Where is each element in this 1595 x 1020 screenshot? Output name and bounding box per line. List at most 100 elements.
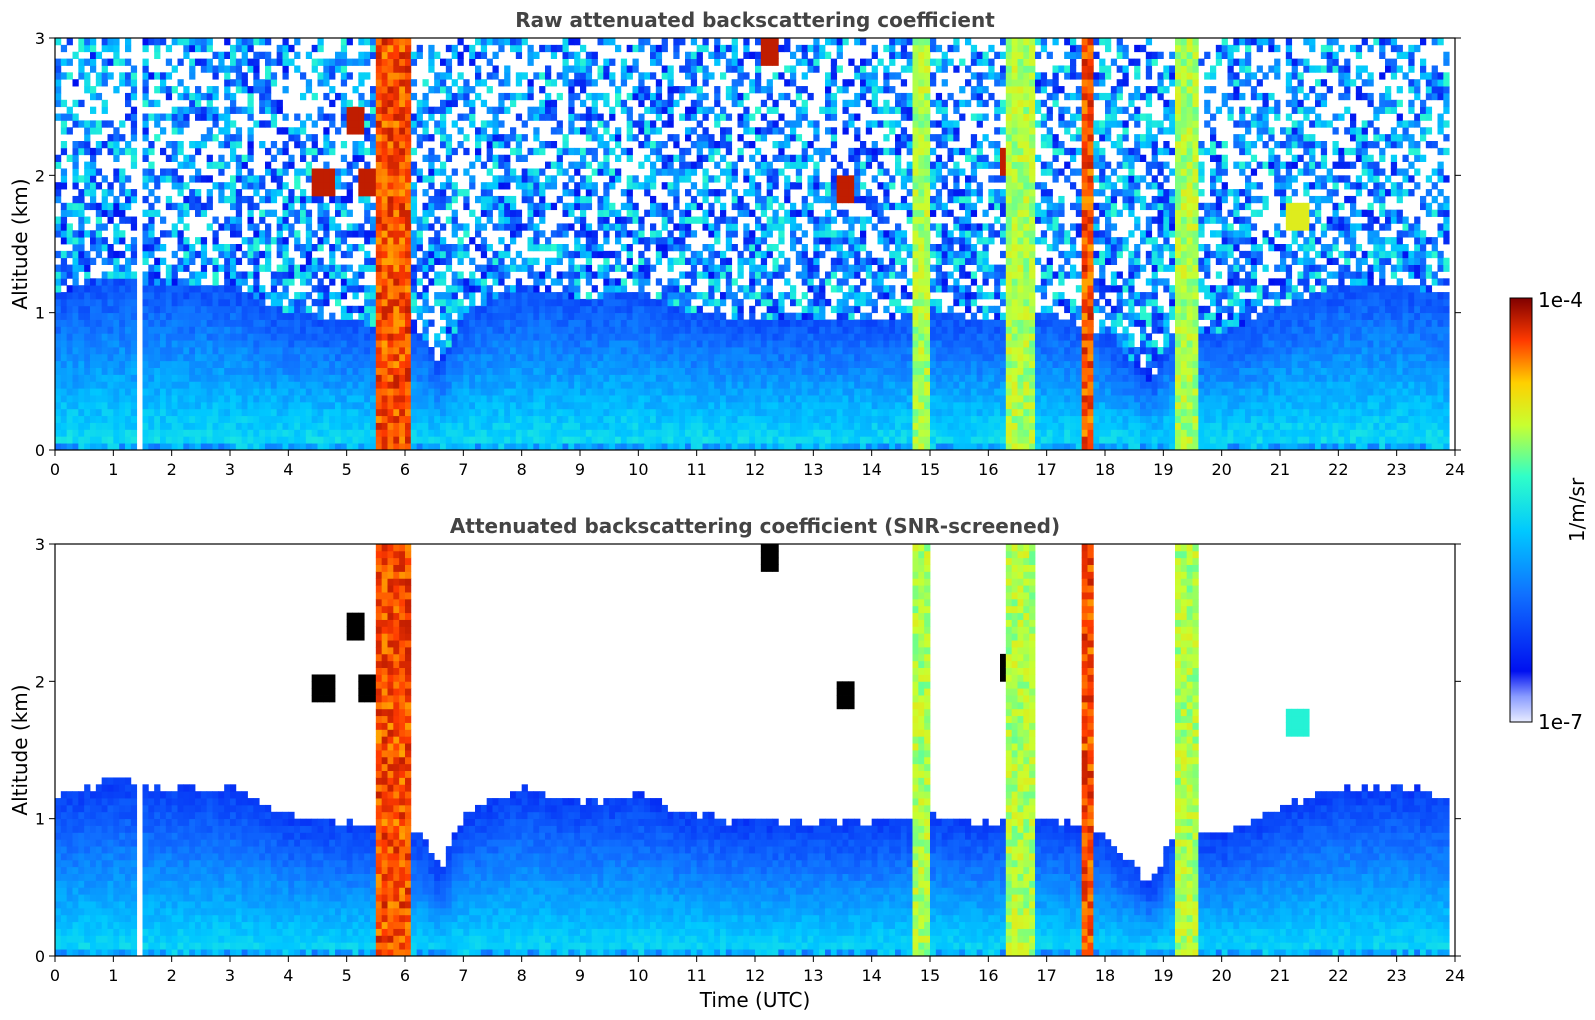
heatmap-cell [434, 168, 441, 176]
heatmap-cell [644, 429, 651, 437]
heatmap-cell [393, 141, 400, 149]
heatmap-cell [416, 175, 423, 183]
heatmap-cell [352, 395, 359, 403]
heatmap-cell [165, 72, 173, 80]
heatmap-cell [638, 388, 645, 396]
heatmap-cell [113, 347, 120, 355]
heatmap-cell [661, 154, 668, 162]
heatmap-cell [457, 367, 464, 375]
heatmap-cell [241, 106, 248, 114]
heatmap-cell [515, 436, 523, 444]
heatmap-cell [101, 415, 108, 423]
heatmap-cell [329, 312, 336, 320]
heatmap-cell [200, 264, 208, 272]
heatmap-cell [119, 271, 126, 279]
heatmap-cell [90, 285, 97, 293]
heatmap-cell [282, 347, 289, 355]
heatmap-cell [580, 86, 587, 94]
heatmap-cell [440, 408, 447, 417]
heatmap-cell [644, 319, 651, 327]
heatmap-cell [60, 326, 68, 334]
heatmap-cell [702, 401, 709, 410]
heatmap-cell [696, 141, 703, 149]
heatmap-cell [247, 244, 254, 252]
heatmap-cell [206, 44, 213, 53]
heatmap-cell [556, 120, 563, 128]
heatmap-cell [177, 120, 184, 128]
heatmap-cell [434, 367, 441, 375]
heatmap-cell [154, 408, 161, 417]
heatmap-cell [696, 367, 703, 375]
heatmap-cell [609, 415, 616, 423]
heatmap-cell [142, 44, 149, 53]
heatmap-cell [696, 92, 703, 101]
heatmap-cell [469, 182, 476, 190]
heatmap-cell [463, 319, 470, 327]
heatmap-cell [119, 360, 126, 368]
heatmap-cell [416, 99, 423, 108]
heatmap-cell [323, 209, 330, 217]
heatmap-cell [101, 257, 108, 265]
heatmap-cell [125, 312, 132, 320]
heatmap-cell [113, 209, 120, 217]
heatmap-cell [597, 340, 604, 348]
heatmap-cell [405, 120, 412, 128]
heatmap-cell [410, 189, 418, 197]
heatmap-cell [702, 106, 709, 114]
heatmap-cell [364, 189, 371, 197]
heatmap-cell [60, 182, 68, 190]
heatmap-cell [515, 141, 523, 149]
heatmap-cell [696, 305, 703, 314]
heatmap-cell [311, 134, 318, 142]
heatmap-cell [95, 285, 103, 293]
heatmap-cell [626, 65, 633, 73]
heatmap-cell [504, 182, 511, 190]
heatmap-cell [130, 415, 138, 423]
heatmap-cell [66, 347, 73, 355]
heatmap-cell [405, 51, 412, 59]
heatmap-cell [305, 230, 313, 238]
heatmap-cell [55, 353, 62, 362]
heatmap-cell [375, 367, 383, 375]
heatmap-cell [580, 388, 587, 396]
heatmap-cell [276, 326, 283, 334]
heatmap-cell [370, 223, 377, 231]
heatmap-cell [667, 415, 674, 423]
heatmap-cell [399, 99, 406, 108]
heatmap-cell [422, 264, 429, 272]
heatmap-cell [142, 99, 149, 108]
heatmap-cell [405, 168, 412, 176]
heatmap-cell [399, 312, 406, 320]
heatmap-cell [335, 92, 342, 101]
heatmap-cell [445, 436, 453, 444]
heatmap-cell [340, 312, 348, 320]
heatmap-cell [661, 429, 668, 437]
heatmap-cell [230, 305, 237, 314]
heatmap-cell [591, 312, 598, 320]
heatmap-cell [276, 422, 283, 430]
heatmap-cell [177, 147, 184, 156]
heatmap-cell [451, 292, 458, 300]
heatmap-cell [241, 388, 248, 396]
heatmap-cell [387, 99, 394, 108]
heatmap-cell [282, 285, 289, 293]
heatmap-cell [405, 182, 412, 190]
heatmap-cell [533, 381, 540, 389]
heatmap-cell [399, 237, 406, 245]
heatmap-cell [352, 154, 359, 162]
heatmap-cell [381, 305, 388, 314]
heatmap-cell [305, 436, 313, 444]
heatmap-cell [60, 347, 68, 355]
heatmap-cell [352, 161, 359, 169]
heatmap-cell [574, 415, 581, 423]
heatmap-cell [241, 408, 248, 417]
heatmap-cell [276, 436, 283, 444]
heatmap-cell [457, 86, 464, 94]
heatmap-cell [130, 223, 138, 231]
heatmap-cell [189, 38, 196, 46]
heatmap-cell [206, 422, 213, 430]
heatmap-cell [556, 326, 563, 334]
heatmap-cell [107, 189, 114, 197]
heatmap-cell [101, 422, 108, 430]
heatmap-cell [183, 305, 190, 314]
